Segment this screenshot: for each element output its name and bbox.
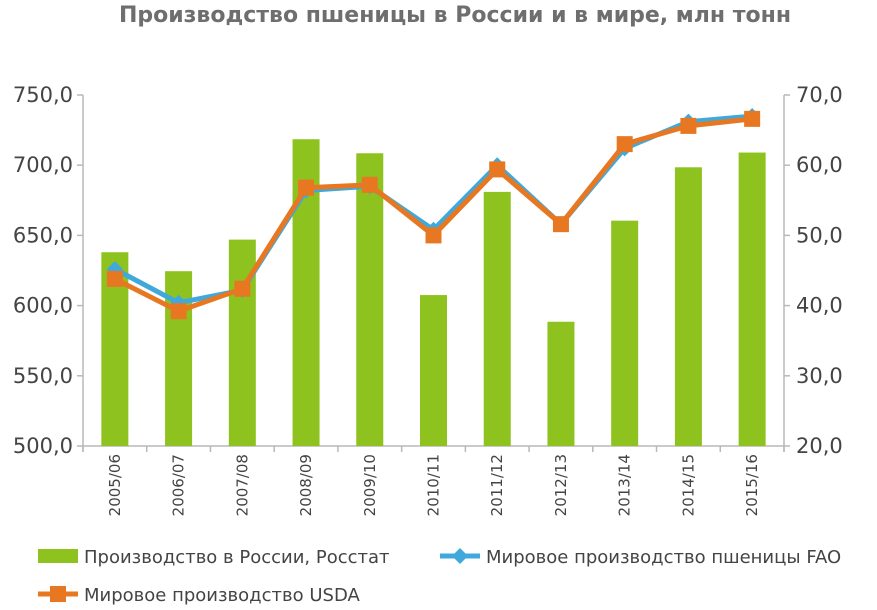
x-axis-tick-label: 2015/16	[743, 454, 761, 516]
point-usda	[170, 303, 187, 320]
right-axis-tick-label: 20,0	[796, 434, 843, 458]
x-axis-tick-label: 2012/13	[552, 454, 570, 516]
left-axis-tick-label: 700,0	[13, 153, 73, 177]
left-axis-tick-label: 550,0	[13, 364, 73, 388]
legend-swatch-russia	[38, 549, 78, 563]
point-usda	[680, 117, 697, 134]
bar-russia-production	[611, 220, 639, 446]
right-axis-tick-label: 50,0	[796, 223, 843, 247]
bar-russia-production	[547, 321, 575, 446]
right-axis-tick-label: 40,0	[796, 294, 843, 318]
legend-marker-fao	[452, 548, 468, 564]
chart-title: Производство пшеницы в России и в мире, …	[119, 3, 791, 28]
plot-area: 500,0 550,0 600,0 650,0 700,0 750,0 20,0 30,0 40…	[13, 83, 843, 516]
legend-label: Производство в России, Росстат	[84, 547, 390, 568]
right-axis-tick-label: 70,0	[796, 83, 843, 107]
x-axis-tick-label: 2008/09	[297, 454, 315, 516]
x-axis-tick-label: 2013/14	[616, 454, 634, 516]
left-axis-tick-label: 650,0	[13, 223, 73, 247]
line-usda	[112, 116, 755, 314]
legend-label: Мировое производство USDA	[84, 585, 360, 606]
x-axis-tick-label: 2014/15	[679, 454, 697, 516]
right-axis-tick-label: 30,0	[796, 364, 843, 388]
point-usda	[616, 136, 633, 153]
line-fao	[112, 113, 755, 306]
point-usda	[234, 280, 251, 297]
point-usda	[106, 270, 123, 287]
x-axis-tick-label: 2009/10	[361, 454, 379, 516]
point-usda	[744, 110, 761, 127]
point-usda	[361, 176, 378, 193]
point-usda	[489, 161, 506, 178]
bar-russia-production	[738, 152, 766, 446]
bar-russia-production	[674, 167, 702, 446]
bar-russia-production	[483, 191, 511, 446]
point-usda	[298, 179, 315, 196]
bar-russia-production	[420, 295, 447, 446]
x-axis-tick-label: 2006/07	[170, 454, 188, 516]
left-axis-tick-label: 600,0	[13, 294, 73, 318]
legend-label: Мировое производство пшеницы FAO	[486, 547, 841, 568]
legend: Производство в России, Росстат Мировое пр…	[38, 547, 841, 606]
point-usda	[425, 227, 442, 244]
left-axis-tick-label: 750,0	[13, 83, 73, 107]
right-axis-tick-label: 60,0	[796, 153, 843, 177]
x-axis-tick-label: 2011/12	[488, 454, 506, 516]
x-axis-tick-label: 2007/08	[233, 454, 251, 516]
point-usda	[552, 216, 569, 233]
x-axis-tick-label: 2005/06	[106, 454, 124, 516]
legend-marker-usda	[50, 586, 66, 602]
x-axis-tick-label: 2010/11	[425, 454, 443, 516]
bar-russia-production	[356, 153, 384, 447]
left-axis-tick-label: 500,0	[13, 434, 73, 458]
